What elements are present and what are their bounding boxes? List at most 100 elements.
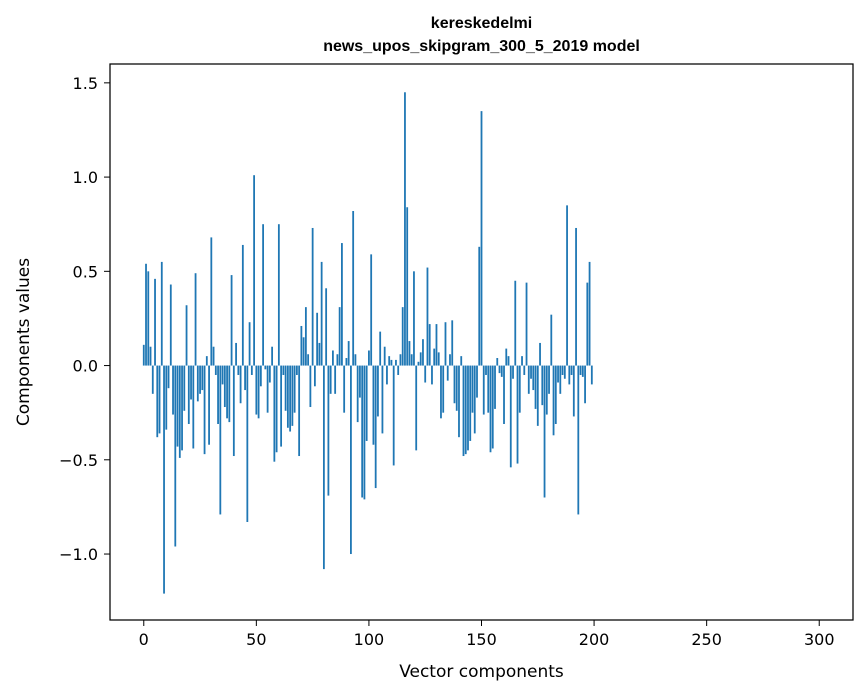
bar-60 (277, 224, 280, 366)
bar-94 (354, 354, 357, 366)
bar-39 (230, 275, 233, 366)
bar-28 (205, 356, 208, 366)
bar-122 (417, 361, 420, 366)
bar-19 (185, 305, 188, 366)
bar-124 (422, 339, 424, 366)
bar-86 (336, 354, 339, 366)
bar-188 (566, 205, 568, 366)
bar-46 (246, 365, 249, 522)
bar-23 (194, 273, 197, 366)
bar-154 (489, 365, 492, 453)
bar-65 (289, 365, 292, 432)
bar-92 (350, 365, 352, 555)
y-tick-label-2: 0.0 (73, 357, 98, 376)
bar-16 (178, 365, 181, 458)
plot-frame (109, 63, 854, 621)
chart-title-line-2: news_upos_skipgram_300_5_2019 model (323, 38, 640, 55)
bar-49 (253, 175, 255, 366)
bar-7 (158, 365, 161, 434)
bar-153 (487, 365, 490, 413)
bar-176 (539, 342, 541, 366)
bar-72 (304, 307, 307, 366)
bar-51 (257, 365, 260, 419)
bar-169 (523, 365, 526, 375)
bar-134 (444, 322, 447, 366)
bar-43 (239, 365, 242, 404)
bar-25 (199, 365, 201, 394)
bar-127 (428, 324, 431, 366)
bar-125 (424, 365, 427, 383)
bar-142 (462, 365, 465, 457)
bar-10 (165, 365, 168, 430)
x-tick-label-6: 300 (804, 630, 835, 649)
bar-44 (241, 244, 244, 366)
bar-123 (419, 352, 422, 366)
bar-15 (176, 365, 179, 447)
bar-103 (374, 365, 377, 489)
bar-101 (370, 254, 373, 366)
bar-2 (147, 271, 150, 366)
bar-70 (300, 325, 303, 366)
bar-17 (181, 365, 183, 451)
bar-162 (507, 356, 510, 366)
bar-106 (381, 365, 384, 434)
bar-172 (530, 365, 532, 379)
y-tick-label-4: 1.0 (73, 168, 98, 187)
bar-168 (521, 356, 523, 366)
bar-45 (244, 365, 246, 391)
bar-109 (388, 356, 391, 366)
bar-91 (347, 341, 350, 366)
bar-50 (255, 365, 258, 415)
bar-13 (172, 365, 174, 415)
y-tick-label-5: 1.5 (73, 74, 98, 93)
x-tick-label-0: 0 (139, 630, 149, 649)
bar-107 (383, 346, 386, 366)
x-tick-label-3: 150 (466, 630, 497, 649)
bar-112 (395, 359, 397, 366)
bar-59 (275, 365, 278, 453)
bar-26 (201, 365, 204, 391)
bar-36 (223, 365, 226, 408)
bar-146 (471, 365, 474, 413)
bar-90 (345, 358, 348, 366)
bar-99 (365, 365, 368, 441)
y-axis-ticks: −1.0 −0.5 0.0 0.5 1.0 1.5 (59, 74, 110, 564)
bar-35 (221, 365, 224, 385)
bar-143 (464, 365, 467, 455)
bar-57 (271, 346, 274, 366)
bar-32 (214, 365, 217, 375)
bar-33 (217, 365, 219, 424)
bar-1 (145, 263, 147, 366)
bar-87 (338, 307, 341, 366)
y-tick-label-1: −0.5 (59, 451, 98, 470)
bar-133 (442, 365, 445, 413)
bar-68 (295, 365, 298, 375)
bar-150 (480, 111, 483, 366)
bar-151 (482, 365, 485, 415)
bar-20 (187, 365, 190, 424)
bar-164 (512, 365, 514, 379)
bar-159 (500, 365, 503, 377)
bar-58 (273, 365, 276, 462)
bar-166 (516, 365, 519, 464)
bar-174 (534, 365, 537, 409)
bar-12 (169, 284, 172, 366)
bar-119 (410, 354, 413, 366)
bar-180 (548, 365, 550, 394)
bar-197 (586, 282, 589, 366)
bar-38 (228, 365, 231, 423)
bar-170 (525, 282, 528, 366)
bar-0 (142, 344, 145, 366)
bar-190 (570, 365, 573, 375)
bar-192 (575, 227, 577, 366)
bar-85 (334, 365, 337, 394)
bar-78 (318, 342, 321, 366)
y-tick-label-0: −1.0 (59, 545, 98, 564)
bar-48 (250, 365, 253, 375)
bar-56 (268, 365, 271, 383)
bar-156 (494, 365, 496, 409)
bar-187 (563, 365, 566, 379)
bar-67 (293, 365, 296, 413)
bar-9 (163, 365, 165, 594)
